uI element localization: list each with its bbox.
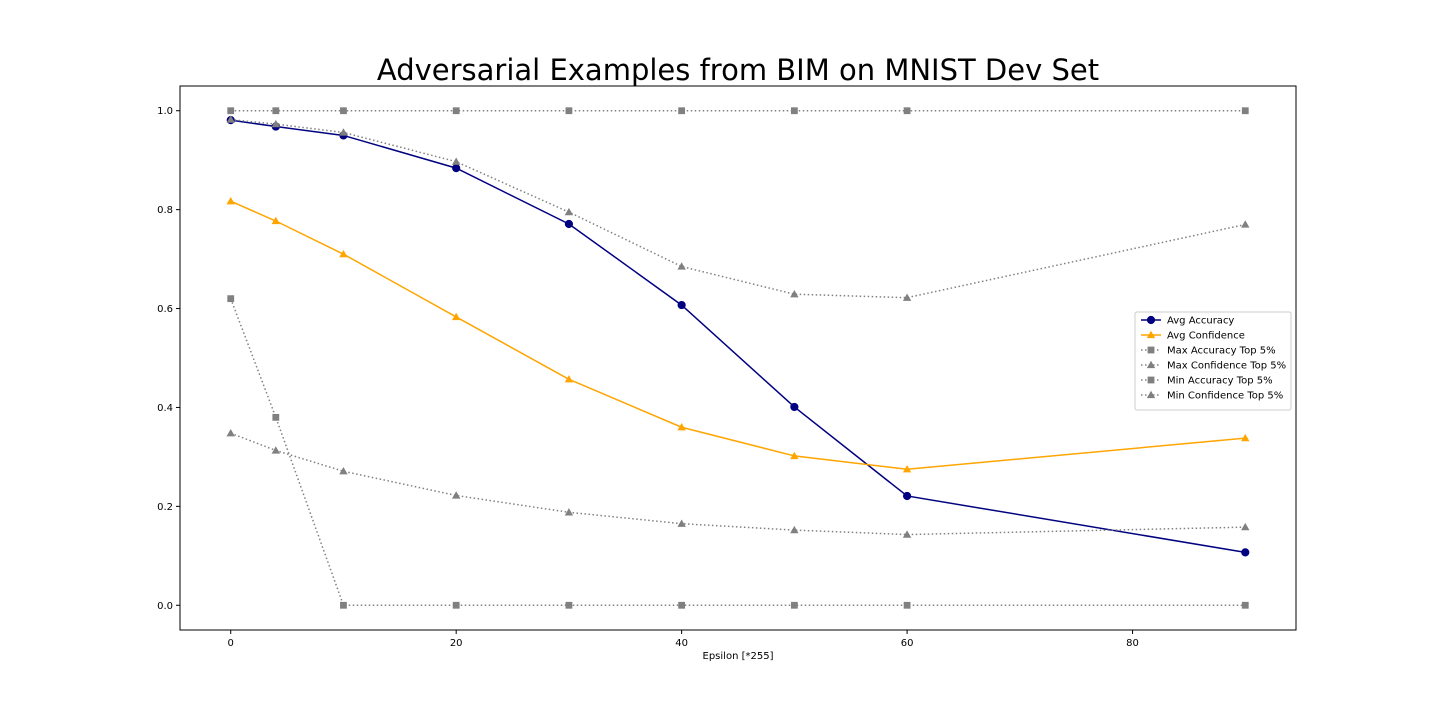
data-point [272, 413, 280, 421]
y-tick-label: 0.4 [157, 403, 173, 414]
legend-marker [1146, 390, 1156, 399]
data-point [1241, 601, 1249, 609]
series-line [230, 119, 1246, 554]
legend: Avg Accuracy Avg Confidence Max Accuracy T… [1134, 311, 1292, 411]
data-point [271, 446, 281, 454]
data-point [339, 249, 348, 258]
y-tick-label: 1.0 [157, 106, 173, 117]
x-tick-label: 40 [675, 638, 688, 649]
data-point [677, 519, 686, 527]
data-point [271, 119, 281, 128]
legend-marker [1147, 346, 1155, 354]
legend-entry: Min Confidence Top 5% [1141, 391, 1283, 402]
legend-entry: Min Accuracy Top 5% [1141, 376, 1273, 387]
data-point [564, 207, 574, 216]
plot-layer [226, 107, 1250, 609]
x-tick-label: 60 [901, 638, 914, 649]
x-tick-label: 0 [228, 638, 234, 649]
data-point [226, 428, 235, 437]
x-tick-label: 80 [1126, 638, 1139, 649]
data-point [677, 423, 686, 431]
legend-label: Max Confidence Top 5% [1167, 361, 1286, 372]
series-line [230, 200, 1246, 471]
data-point [790, 525, 799, 534]
legend-label: Min Accuracy Top 5% [1167, 376, 1273, 387]
data-point [227, 295, 235, 303]
series-line [230, 432, 1246, 536]
legend-entry: Avg Accuracy [1141, 316, 1234, 327]
data-point [227, 107, 235, 115]
data-point [451, 312, 461, 321]
series-max-accuracy-top-5- [227, 107, 1249, 115]
data-point [903, 601, 911, 609]
data-point [565, 107, 573, 115]
data-point [565, 601, 573, 609]
data-point [564, 219, 574, 229]
data-point [1241, 433, 1250, 442]
data-point [902, 465, 912, 473]
data-point [226, 115, 235, 123]
data-point [790, 290, 799, 298]
legend-label: Min Confidence Top 5% [1167, 391, 1283, 402]
legend-marker [1146, 330, 1156, 339]
axes-frame [179, 85, 1297, 631]
data-point [272, 107, 280, 115]
legend-marker [1147, 376, 1155, 384]
data-point [339, 467, 348, 475]
legend-entry: Avg Confidence [1141, 331, 1245, 342]
y-tick-label: 0.6 [157, 304, 173, 315]
data-point [790, 107, 798, 115]
y-tick-label: 0.8 [157, 205, 173, 216]
legend-label: Avg Accuracy [1167, 316, 1234, 327]
legend-entry: Max Accuracy Top 5% [1141, 346, 1276, 357]
data-point [903, 107, 911, 115]
data-point [340, 107, 347, 115]
data-point [902, 491, 912, 501]
series-min-accuracy-top-5- [227, 295, 1249, 609]
data-point [902, 293, 912, 301]
data-point [678, 107, 686, 115]
series-min-confidence-top-5- [226, 428, 1250, 538]
legend-label: Max Accuracy Top 5% [1167, 346, 1276, 357]
data-point [451, 491, 461, 499]
legend-marker [1146, 315, 1156, 325]
data-point [1241, 548, 1250, 557]
data-point [452, 601, 460, 609]
legend-entry: Max Confidence Top 5% [1141, 361, 1286, 372]
series-avg-confidence [226, 197, 1250, 473]
data-point [677, 262, 686, 270]
data-point [340, 601, 347, 609]
data-point [452, 163, 461, 173]
data-point [678, 601, 686, 609]
series-max-confidence-top-5- [226, 115, 1250, 301]
legend-label: Avg Confidence [1167, 331, 1245, 342]
data-point [451, 157, 461, 165]
x-axis-label: Epsilon [*255] [703, 651, 774, 662]
legend-marker [1146, 360, 1156, 369]
data-point [226, 197, 235, 205]
data-point [790, 601, 798, 609]
data-point [902, 530, 912, 538]
data-point [564, 375, 574, 383]
data-point [1241, 220, 1250, 228]
ticks-layer: 0 20 40 60 80 0.0 0.2 0.4 0.6 0.8 1.0 [157, 106, 1139, 649]
data-point [564, 508, 574, 516]
data-point [790, 402, 799, 412]
data-point [1241, 107, 1249, 115]
y-tick-label: 0.2 [157, 502, 173, 513]
legend-frame [1134, 311, 1292, 411]
series-avg-accuracy [226, 116, 1250, 557]
data-point [452, 107, 460, 115]
data-point [339, 128, 348, 136]
x-tick-label: 20 [450, 638, 463, 649]
data-point [790, 451, 799, 460]
data-point [271, 216, 281, 225]
data-point [1241, 522, 1250, 531]
y-tick-label: 0.0 [157, 601, 173, 612]
data-point [677, 300, 686, 310]
chart-title: Adversarial Examples from BIM on MNIST D… [377, 53, 1099, 87]
